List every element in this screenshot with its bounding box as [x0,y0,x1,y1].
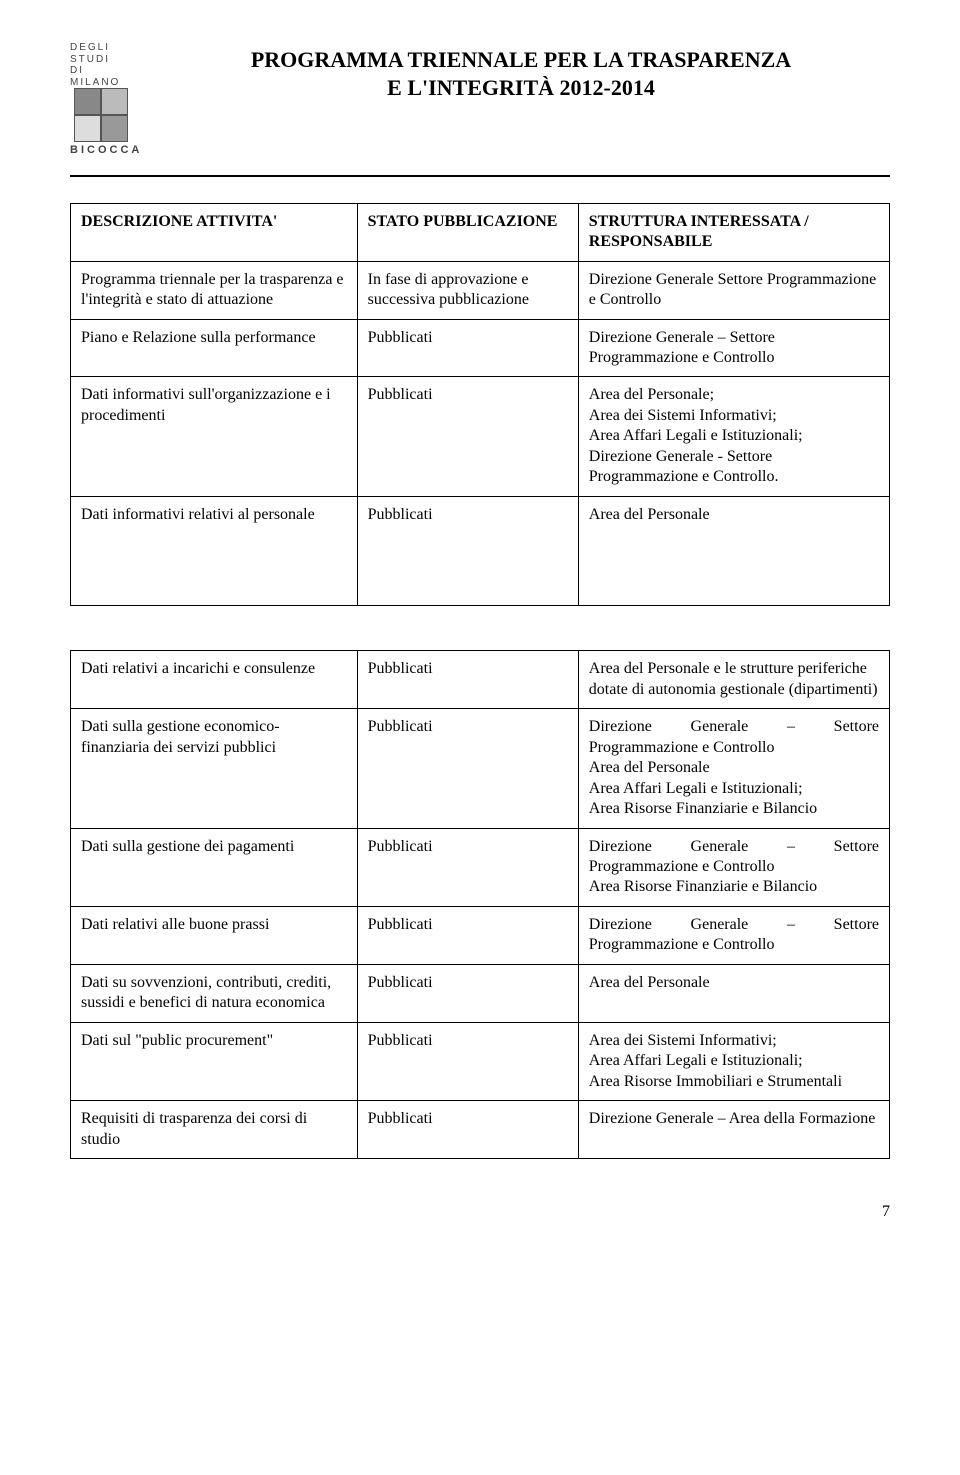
cell-status: Pubblicati [357,651,578,709]
cell-description: Requisiti di trasparenza dei corsi di st… [71,1101,358,1159]
table-row: Dati informativi sull'organizzazione e i… [71,377,890,496]
activities-table-1: DESCRIZIONE ATTIVITA' STATO PUBBLICAZION… [70,203,890,607]
logo-icon [74,88,128,142]
cell-status: Pubblicati [357,828,578,906]
table-row: Dati sul "public procurement"PubblicatiA… [71,1022,890,1100]
cell-structure: Area del Personale [578,964,889,1022]
col-header-status: STATO PUBBLICAZIONE [357,203,578,261]
document-title: PROGRAMMA TRIENNALE PER LA TRASPARENZA E… [152,40,890,101]
cell-status: Pubblicati [357,496,578,605]
title-line: E L'INTEGRITÀ 2012-2014 [152,74,890,102]
cell-description: Dati sulla gestione dei pagamenti [71,828,358,906]
cell-structure: Area del Personale [578,496,889,605]
institution-logo: DEGLI STUDI DI MILANO BICOCCA [70,40,138,157]
logo-line: DI MILANO [70,65,138,88]
page-header: DEGLI STUDI DI MILANO BICOCCA PROGRAMMA … [70,40,890,177]
cell-description: Dati relativi a incarichi e consulenze [71,651,358,709]
cell-status: Pubblicati [357,1022,578,1100]
cell-structure: Area del Personale;Area dei Sistemi Info… [578,377,889,496]
cell-description: Piano e Relazione sulla performance [71,319,358,377]
cell-status: Pubblicati [357,709,578,828]
cell-status: Pubblicati [357,964,578,1022]
cell-description: Dati sulla gestione economico-finanziari… [71,709,358,828]
table-row: Dati relativi a incarichi e consulenzePu… [71,651,890,709]
cell-structure: Direzione Generale Settore Programmazion… [578,261,889,319]
cell-structure: Direzione Generale – Settore Programmazi… [578,319,889,377]
cell-structure: Direzione Generale – Settore Programmazi… [578,906,889,964]
cell-description: Programma triennale per la trasparenza e… [71,261,358,319]
cell-status: Pubblicati [357,1101,578,1159]
table-row: Dati sulla gestione dei pagamentiPubblic… [71,828,890,906]
cell-description: Dati relativi alle buone prassi [71,906,358,964]
cell-structure: Direzione Generale – Area della Formazio… [578,1101,889,1159]
cell-description: Dati informativi sull'organizzazione e i… [71,377,358,496]
table-row: Requisiti di trasparenza dei corsi di st… [71,1101,890,1159]
table-header-row: DESCRIZIONE ATTIVITA' STATO PUBBLICAZION… [71,203,890,261]
activities-table-2: Dati relativi a incarichi e consulenzePu… [70,650,890,1159]
cell-status: Pubblicati [357,906,578,964]
cell-structure: Area dei Sistemi Informativi;Area Affari… [578,1022,889,1100]
cell-description: Dati su sovvenzioni, contributi, crediti… [71,964,358,1022]
table-row: Dati relativi alle buone prassiPubblicat… [71,906,890,964]
cell-status: Pubblicati [357,377,578,496]
page-number: 7 [70,1203,890,1221]
cell-structure: Area del Personale e le strutture perife… [578,651,889,709]
cell-status: In fase di approvazione e successiva pub… [357,261,578,319]
table-row: Dati informativi relativi al personalePu… [71,496,890,605]
title-line: PROGRAMMA TRIENNALE PER LA TRASPARENZA [152,46,890,74]
logo-text-upper: DEGLI STUDI DI MILANO [70,42,138,88]
table-row: Piano e Relazione sulla performancePubbl… [71,319,890,377]
col-header-description: DESCRIZIONE ATTIVITA' [71,203,358,261]
logo-line: DEGLI STUDI [70,42,138,65]
cell-description: Dati informativi relativi al personale [71,496,358,605]
cell-structure: Direzione Generale – Settore Programmazi… [578,828,889,906]
table-row: Dati su sovvenzioni, contributi, crediti… [71,964,890,1022]
table-row: Programma triennale per la trasparenza e… [71,261,890,319]
cell-description: Dati sul "public procurement" [71,1022,358,1100]
cell-status: Pubblicati [357,319,578,377]
cell-structure: Direzione Generale – Settore Programmazi… [578,709,889,828]
table-row: Dati sulla gestione economico-finanziari… [71,709,890,828]
logo-brand: BICOCCA [70,144,138,157]
col-header-structure: STRUTTURA INTERESSATA / RESPONSABILE [578,203,889,261]
